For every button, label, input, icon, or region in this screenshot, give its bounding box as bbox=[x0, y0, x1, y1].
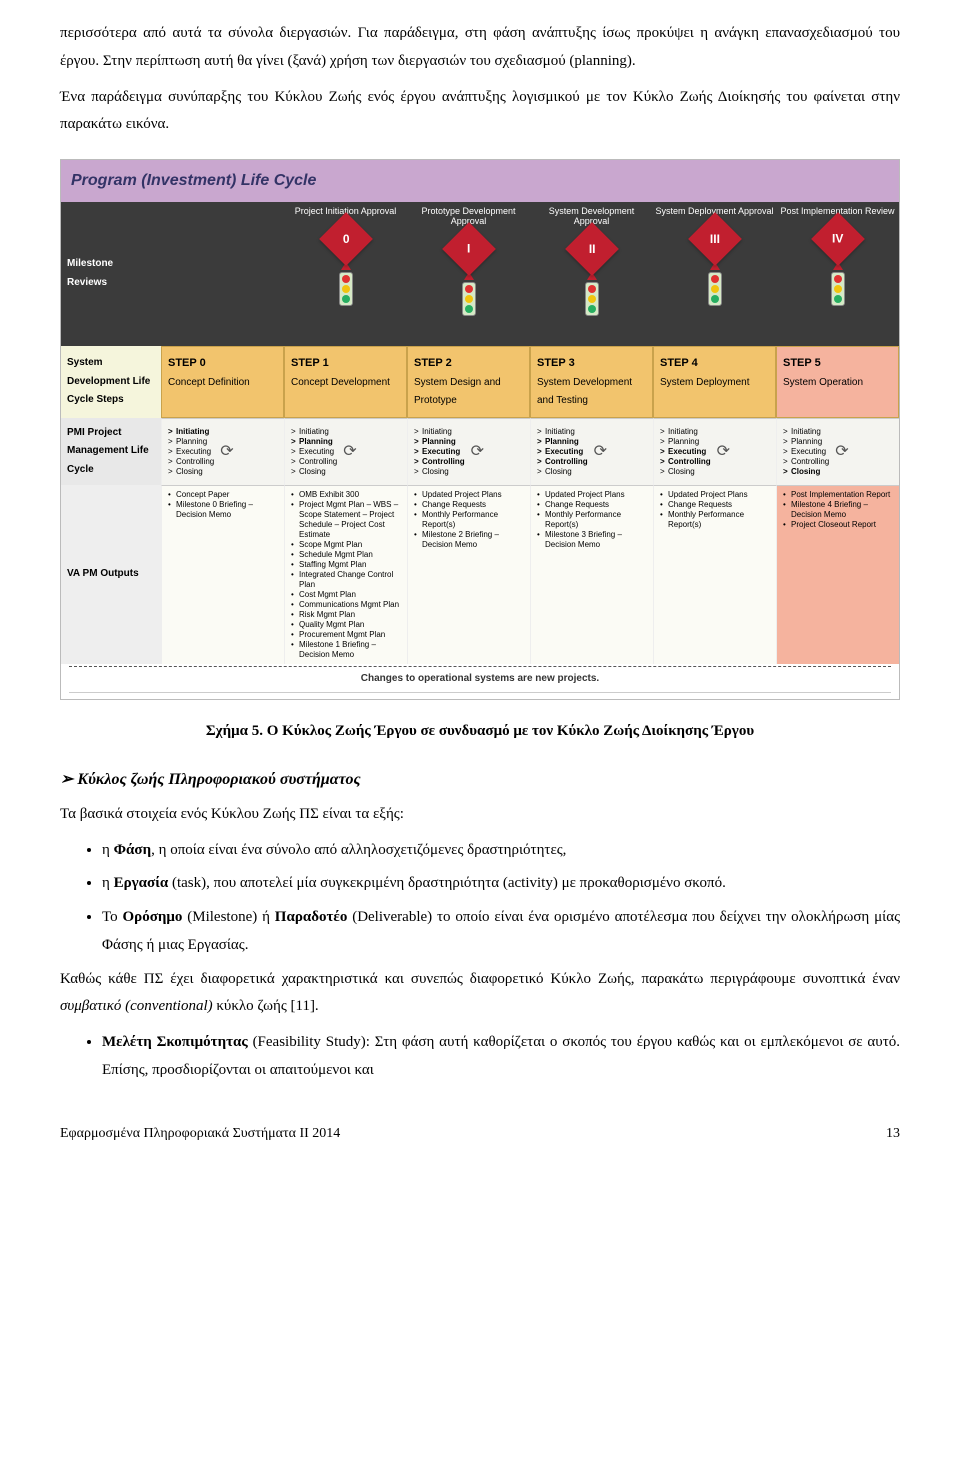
footer-left: Εφαρμοσμένα Πληροφοριακά Συστήματα ΙΙ 20… bbox=[60, 1121, 340, 1147]
lifecycle-phases-list: Μελέτη Σκοπιμότητας (Feasibility Study):… bbox=[60, 1029, 900, 1085]
intro-para-1: περισσότερα από αυτά τα σύνολα διεργασιώ… bbox=[60, 20, 900, 76]
para-conventional: Καθώς κάθε ΠΣ έχει διαφορετικά χαρακτηρι… bbox=[60, 966, 900, 1022]
footer-page-number: 13 bbox=[886, 1121, 900, 1147]
intro-para-2: Ένα παράδειγμα συνύπαρξης του Κύκλου Ζωή… bbox=[60, 84, 900, 140]
lifecycle-elements-list: η Φάση, η οποία είναι ένα σύνολο από αλλ… bbox=[60, 837, 900, 960]
figure-caption: Σχήμα 5. Ο Κύκλος Ζωής Έργου σε συνδυασμ… bbox=[60, 718, 900, 746]
diagram-footer: Changes to operational systems are new p… bbox=[69, 666, 891, 693]
section-heading: Κύκλος ζωής Πληροφοριακού συστήματος bbox=[60, 765, 900, 795]
lifecycle-diagram: Program (Investment) Life Cycle Mileston… bbox=[60, 159, 900, 700]
diagram-title: Program (Investment) Life Cycle bbox=[61, 160, 899, 202]
para-list-intro: Τα βασικά στοιχεία ενός Κύκλου Ζωής ΠΣ ε… bbox=[60, 801, 900, 829]
